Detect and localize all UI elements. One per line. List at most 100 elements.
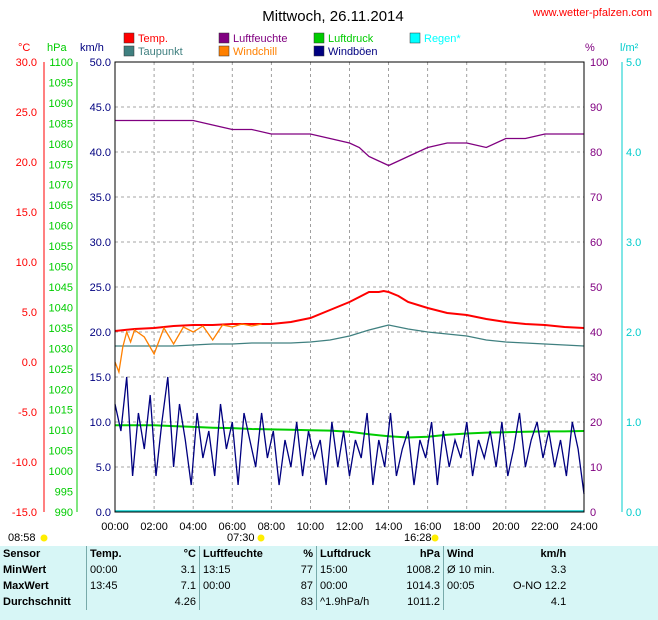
- hpa-tick-label: 1005: [49, 446, 73, 458]
- series-luftdruck: [115, 424, 585, 439]
- max-hum-time: 00:00: [199, 578, 280, 594]
- hpa-tick-label: 1095: [49, 77, 73, 89]
- kmh-tick-label: 10.0: [90, 417, 111, 429]
- max-wind-time: 00:05: [443, 578, 510, 594]
- moon-icon: [40, 534, 48, 542]
- header-sensor: Sensor: [3, 548, 41, 560]
- hpa-tick-label: 1000: [49, 466, 73, 478]
- source-link[interactable]: www.wetter-pfalzen.com: [532, 7, 652, 19]
- row-avg-label: Durchschnitt: [3, 596, 71, 608]
- legend-swatch: [313, 45, 325, 57]
- chart-title: Mittwoch, 26.11.2014: [262, 8, 403, 25]
- max-hum-value: 87: [300, 580, 313, 592]
- sunrise-time: 07:30: [227, 532, 255, 544]
- avg-temp-value: 4.26: [174, 596, 196, 608]
- x-tick-label: 06:00: [218, 521, 246, 533]
- celsius-tick-label: 30.0: [16, 57, 37, 69]
- kmh-tick-label: 35.0: [90, 192, 111, 204]
- sunrise-icon: [257, 534, 265, 542]
- celsius-unit-label: °C: [18, 42, 30, 54]
- hpa-tick-label: 1020: [49, 384, 73, 396]
- series-windben: [114, 376, 585, 495]
- celsius-tick-label: 0.0: [22, 357, 37, 369]
- hpa-tick-label: 1025: [49, 364, 73, 376]
- celsius-tick-label: 10.0: [16, 257, 37, 269]
- percent-unit-label: %: [585, 42, 595, 54]
- x-tick-label: 14:00: [375, 521, 403, 533]
- x-tick-label: 08:00: [258, 521, 286, 533]
- legend-label: Regen*: [424, 33, 461, 45]
- x-tick-label: 02:00: [140, 521, 168, 533]
- percent-tick-label: 50: [590, 282, 602, 294]
- legend-label: Luftfeuchte: [233, 33, 287, 45]
- hpa-tick-label: 1080: [49, 139, 73, 151]
- hpa-tick-label: 1100: [49, 57, 73, 69]
- percent-tick-label: 20: [590, 417, 602, 429]
- avg-hum-value: 83: [300, 596, 313, 608]
- hpa-tick-label: 1070: [49, 180, 73, 192]
- percent-tick-label: 40: [590, 327, 602, 339]
- moonrise-time: 08:58: [8, 532, 36, 544]
- legend-swatch: [123, 45, 135, 57]
- hpa-tick-label: 1065: [49, 200, 73, 212]
- weather-chart: Mittwoch, 26.11.2014 www.wetter-pfalzen.…: [8, 7, 652, 544]
- max-wind-value: 12.2: [544, 580, 567, 592]
- hpa-tick-label: 1060: [49, 221, 73, 233]
- legend-swatch: [218, 45, 230, 57]
- header-humidity: Luftfeuchte: [199, 546, 280, 562]
- avg-press-trend: ^1.9hPa/h: [316, 594, 397, 610]
- header-percent: %: [303, 548, 313, 560]
- row-max-label: MaxWert: [3, 580, 49, 592]
- hpa-tick-label: 1075: [49, 159, 73, 171]
- series-luftfeuchte: [115, 119, 584, 167]
- header-hpa: hPa: [419, 548, 440, 560]
- series-taupunkt: [115, 324, 585, 347]
- kmh-tick-label: 0.0: [96, 507, 111, 519]
- celsius-tick-label: 15.0: [16, 207, 37, 219]
- max-wind-value-cell: O-NO 12.2: [510, 578, 569, 594]
- kmh-tick-label: 40.0: [90, 147, 111, 159]
- celsius-tick-label: -15.0: [12, 507, 37, 519]
- percent-tick-label: 60: [590, 237, 602, 249]
- hpa-tick-label: 1045: [49, 282, 73, 294]
- avg-wind-time: [443, 594, 510, 610]
- percent-tick-label: 90: [590, 102, 602, 114]
- legend-label: Temp.: [138, 33, 168, 45]
- rain-tick-label: 2.0: [626, 327, 641, 339]
- legend-swatch: [313, 32, 325, 44]
- rain-tick-label: 1.0: [626, 417, 641, 429]
- row-min-label: MinWert: [3, 564, 47, 576]
- celsius-tick-label: 25.0: [16, 107, 37, 119]
- hpa-tick-label: 1010: [49, 425, 73, 437]
- hpa-tick-label: 1035: [49, 323, 73, 335]
- kmh-tick-label: 20.0: [90, 327, 111, 339]
- header-kmh: km/h: [540, 548, 567, 560]
- x-tick-label: 22:00: [531, 521, 559, 533]
- kmh-tick-label: 30.0: [90, 237, 111, 249]
- sunset-time: 16:28: [404, 532, 432, 544]
- hpa-tick-label: 1030: [49, 343, 73, 355]
- celsius-tick-label: 5.0: [22, 307, 37, 319]
- max-wind-direction: O-NO: [513, 580, 542, 592]
- hpa-tick-label: 1085: [49, 118, 73, 130]
- rain-tick-label: 5.0: [626, 57, 641, 69]
- avg-wind-value: 4.1: [550, 596, 567, 608]
- kmh-unit-label: km/h: [80, 42, 104, 54]
- hpa-tick-label: 1040: [49, 302, 73, 314]
- min-hum-value: 77: [300, 564, 313, 576]
- min-temp-value: 3.1: [180, 564, 196, 576]
- kmh-tick-label: 5.0: [96, 462, 111, 474]
- header-temp: Temp.: [86, 546, 153, 562]
- max-temp-time: 13:45: [86, 578, 153, 594]
- legend-label: Luftdruck: [328, 33, 374, 45]
- legend-label: Windchill: [233, 46, 277, 58]
- percent-tick-label: 0: [590, 507, 596, 519]
- percent-tick-label: 30: [590, 372, 602, 384]
- header-celsius: °C: [183, 548, 196, 560]
- avg-temp-time: [86, 594, 153, 610]
- min-wind-value: 3.3: [550, 564, 567, 576]
- max-press-time: 00:00: [316, 578, 397, 594]
- plot-frame: [114, 61, 585, 513]
- rain-unit-label: l/m²: [620, 42, 639, 54]
- hpa-tick-label: 1090: [49, 98, 73, 110]
